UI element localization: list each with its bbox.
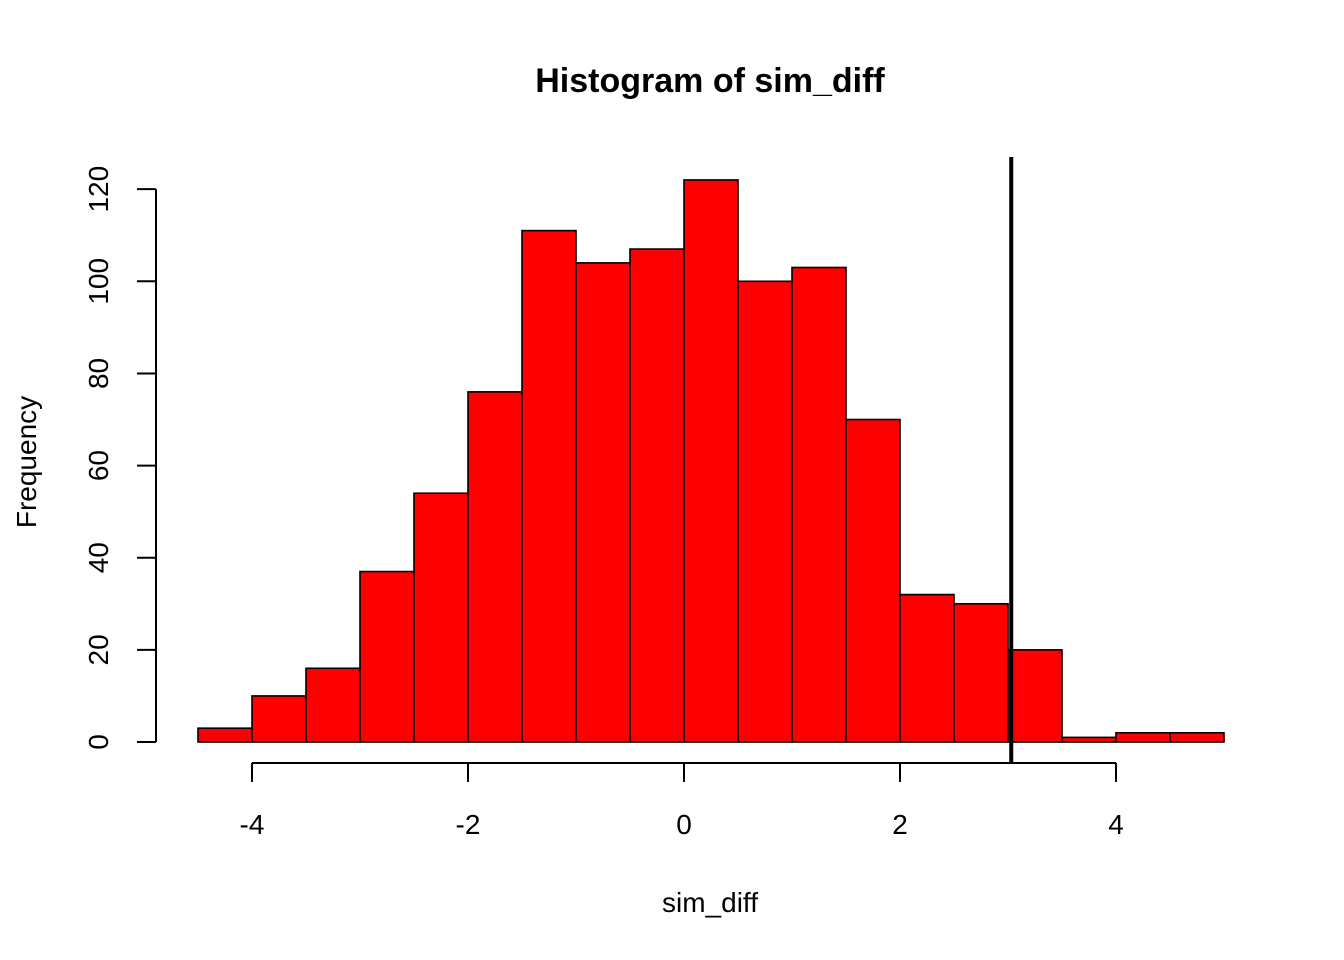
x-tick-label: 2: [892, 809, 908, 840]
histogram-bar: [629, 248, 685, 743]
x-axis-label: sim_diff: [662, 887, 758, 918]
histogram-bar: [305, 667, 361, 743]
y-tick-label: 100: [83, 258, 114, 305]
y-tick-label: 120: [83, 166, 114, 213]
y-tick-label: 60: [83, 450, 114, 481]
histogram-bar: [1061, 736, 1117, 743]
y-axis-label: Frequency: [11, 396, 42, 528]
histogram-bar: [1007, 649, 1063, 743]
y-tick-label: 20: [83, 634, 114, 665]
histogram-bar: [791, 266, 847, 743]
bars-group: [197, 179, 1225, 743]
histogram-bar: [899, 593, 955, 743]
histogram-bar: [359, 570, 415, 743]
histogram-bar: [737, 280, 793, 743]
histogram-bar: [467, 391, 523, 743]
y-tick-label: 0: [83, 734, 114, 750]
x-axis: -4 -2 0 2 4: [240, 762, 1124, 840]
histogram-bar: [953, 602, 1009, 743]
x-tick-label: 0: [676, 809, 692, 840]
histogram-bar: [683, 179, 739, 743]
histogram-bar: [1115, 731, 1171, 743]
histogram-bar: [521, 229, 577, 743]
histogram-bar: [413, 492, 469, 743]
histogram-bar: [251, 695, 307, 743]
chart-title: Histogram of sim_diff: [535, 62, 885, 100]
y-tick-label: 40: [83, 542, 114, 573]
histogram-bar: [575, 262, 631, 743]
x-tick-label: -4: [240, 809, 265, 840]
y-axis: 0 20 40 60 80 100 120: [83, 166, 157, 750]
histogram-bar: [1169, 731, 1225, 743]
x-tick-label: 4: [1108, 809, 1124, 840]
histogram-bar: [197, 727, 253, 743]
x-tick-label: -2: [456, 809, 481, 840]
y-tick-label: 80: [83, 358, 114, 389]
histogram-bar: [845, 418, 901, 743]
